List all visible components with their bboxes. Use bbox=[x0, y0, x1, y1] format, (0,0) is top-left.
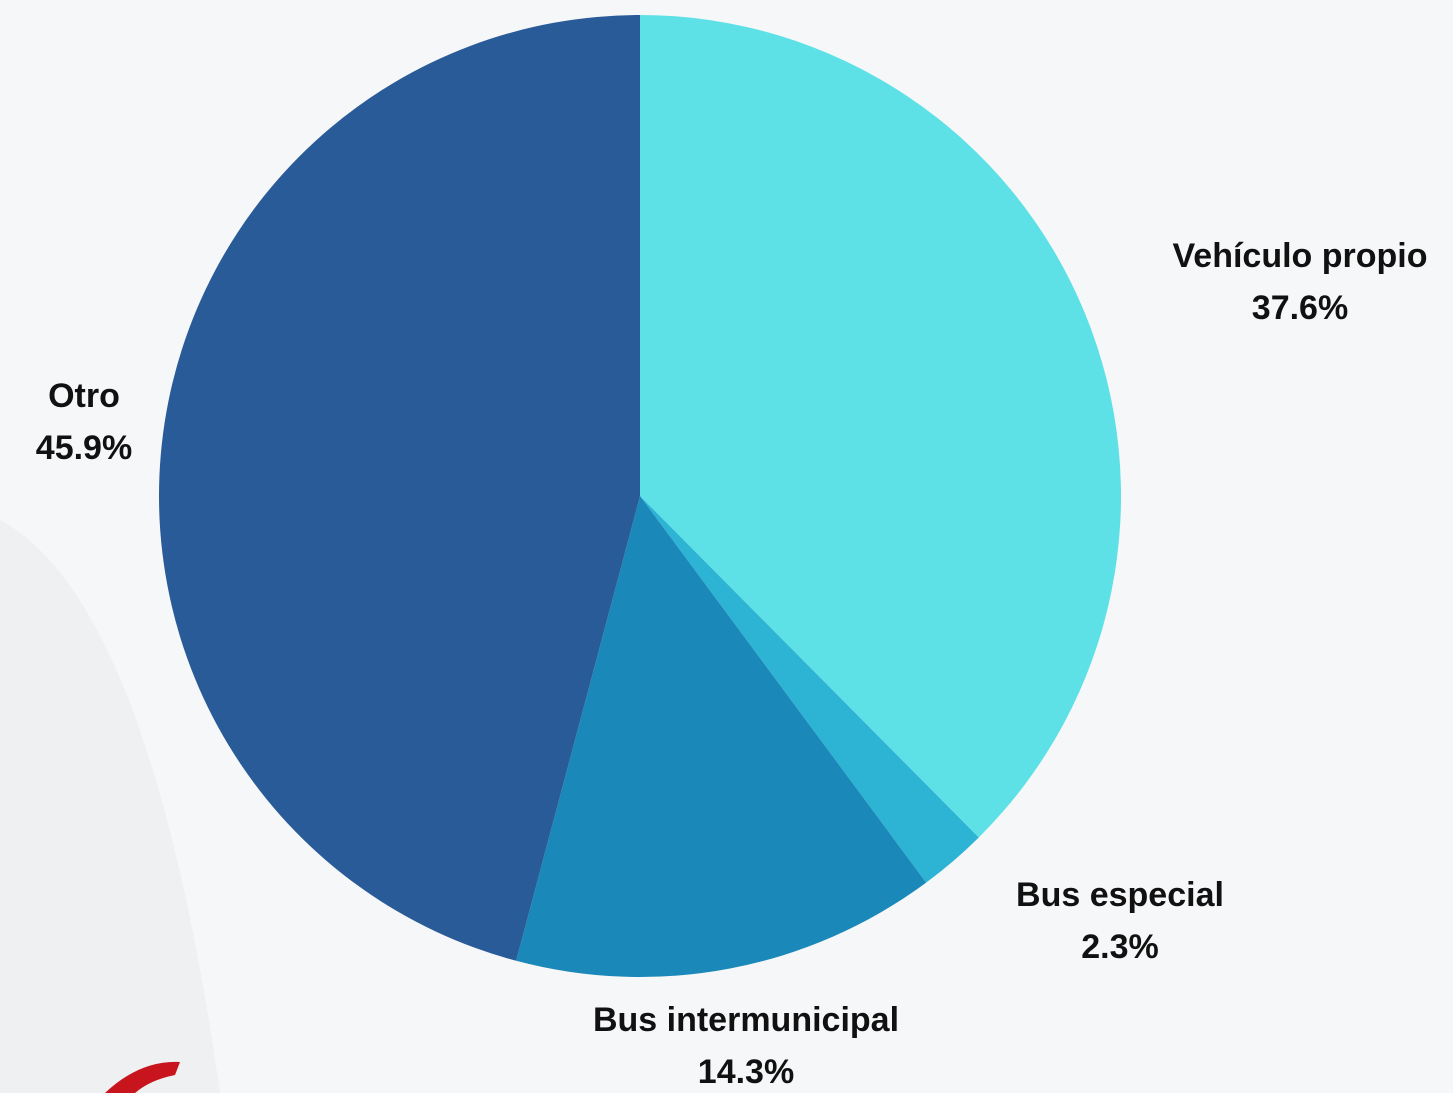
slice-value-label: 37.6% bbox=[1252, 289, 1348, 327]
background-shape bbox=[0, 520, 220, 1093]
slice-label: Otro bbox=[48, 377, 120, 415]
slice-value-label: 14.3% bbox=[698, 1053, 794, 1091]
slice-label: Bus intermunicipal bbox=[593, 1001, 899, 1039]
slice-label: Vehículo propio bbox=[1172, 237, 1427, 275]
logo-fragment bbox=[105, 1061, 180, 1093]
pie-slice bbox=[640, 15, 1122, 838]
pie-slice bbox=[640, 496, 979, 883]
slice-value-label: 45.9% bbox=[36, 429, 132, 467]
slice-label: Bus especial bbox=[1016, 876, 1224, 914]
slice-value-label: 2.3% bbox=[1081, 928, 1159, 966]
pie-slice bbox=[158, 15, 640, 961]
pie-slice bbox=[516, 496, 927, 977]
